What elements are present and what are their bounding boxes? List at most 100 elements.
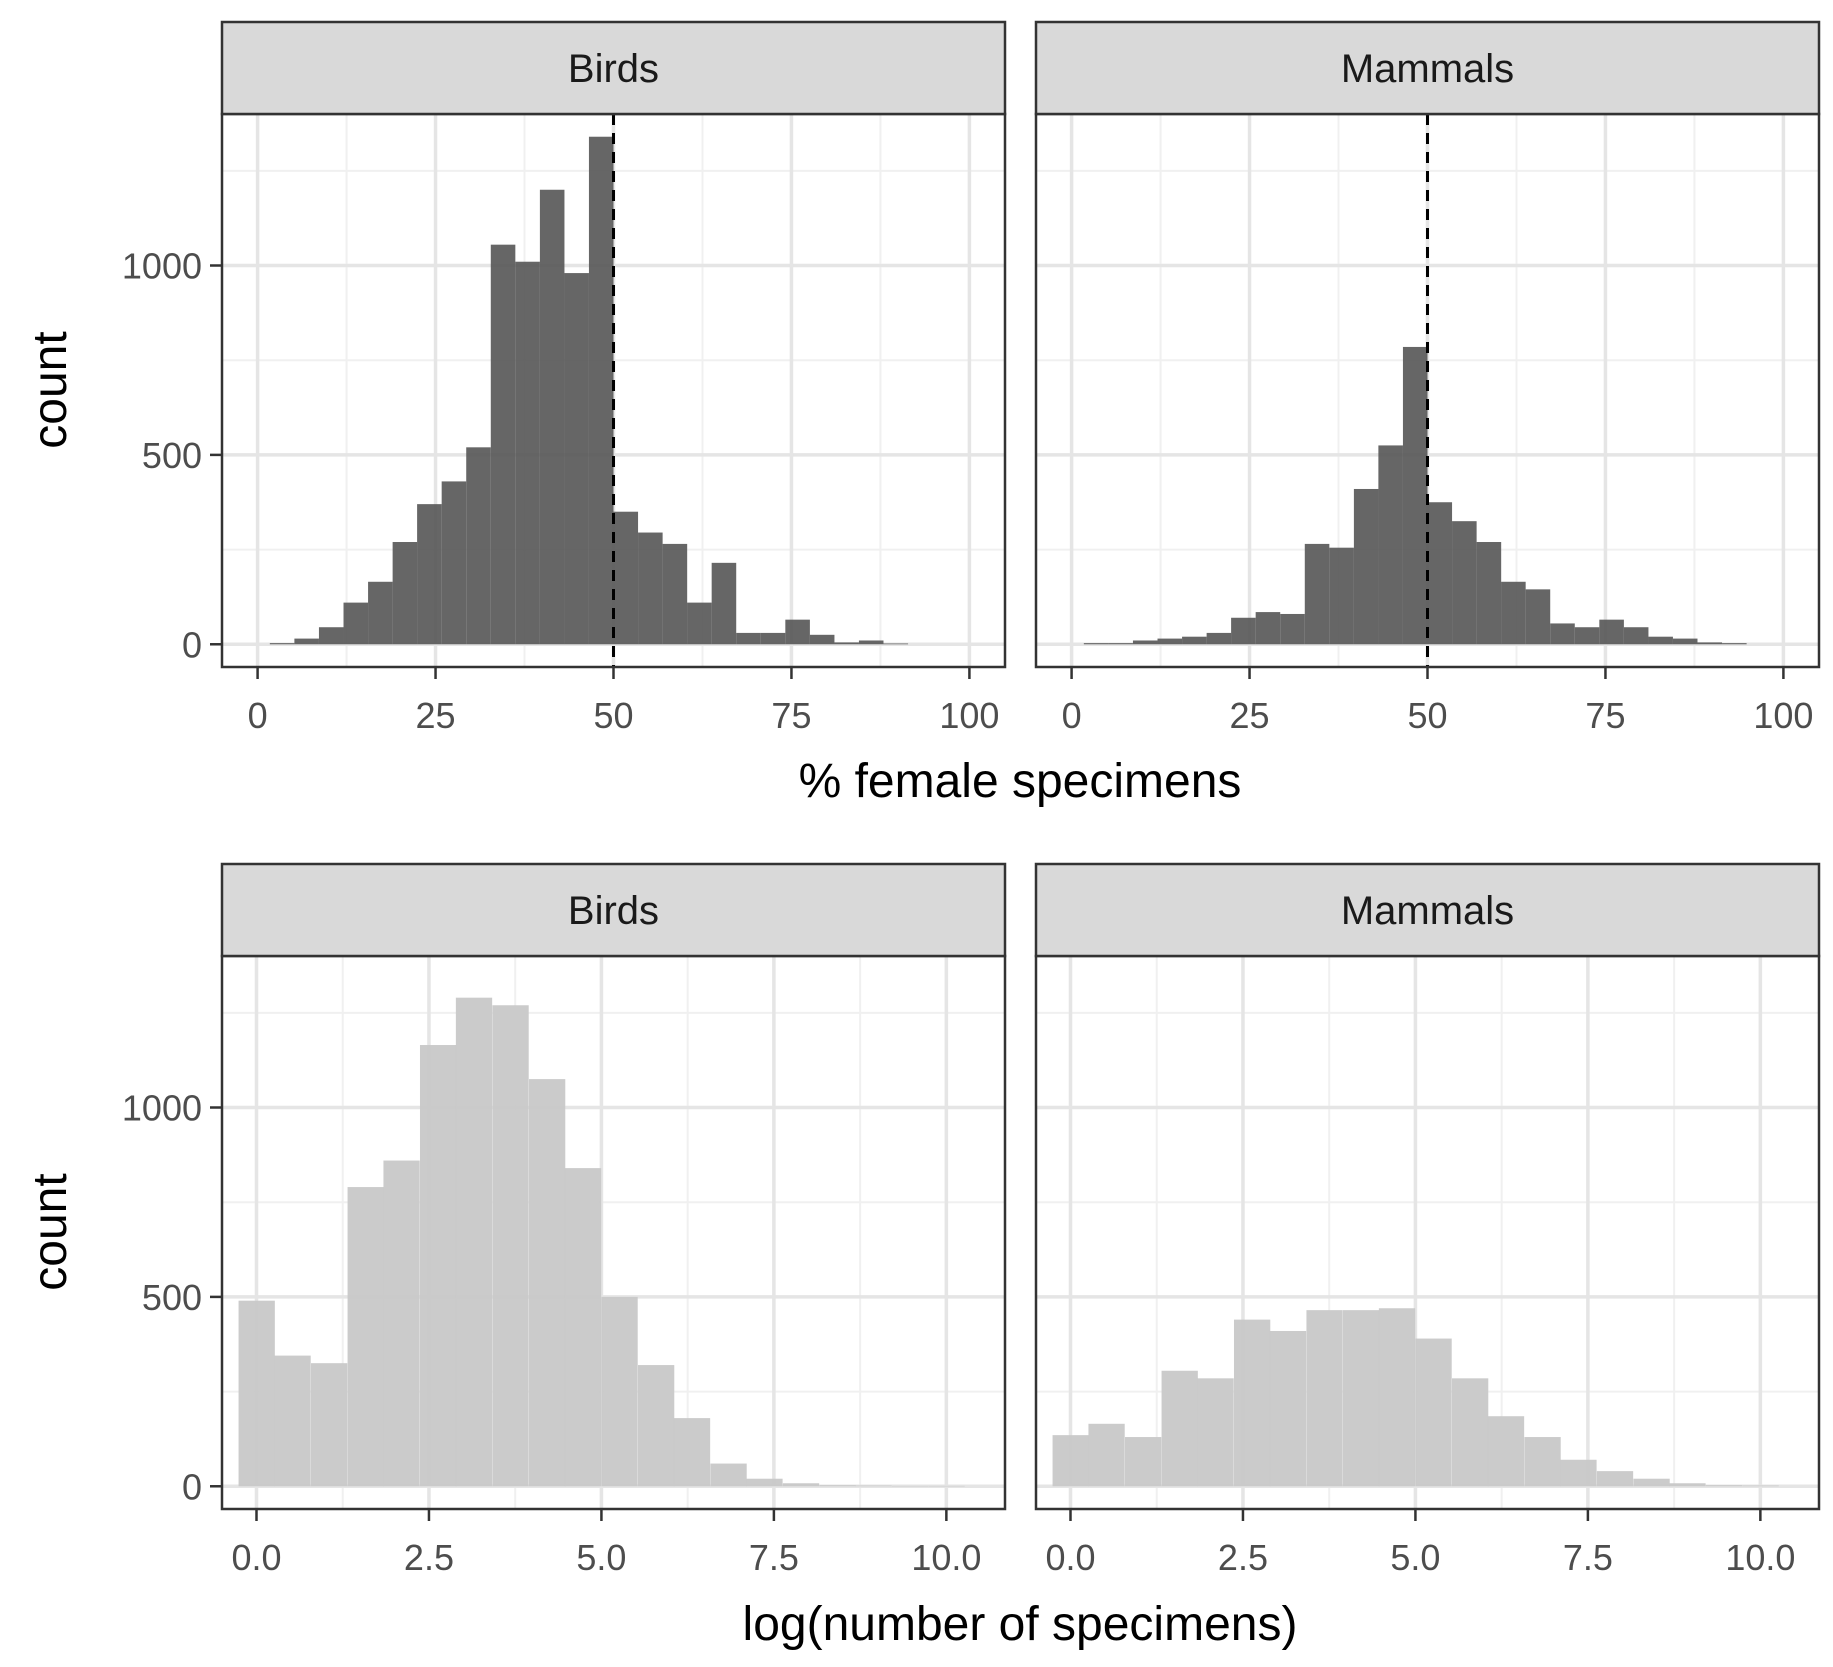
- histogram-bar: [1206, 632, 1232, 645]
- histogram-bar: [1550, 623, 1575, 645]
- histogram-bar: [1132, 640, 1158, 645]
- histogram-bar: [1742, 1485, 1779, 1487]
- histogram-bar: [1672, 638, 1698, 645]
- histogram-bar: [1378, 1308, 1416, 1487]
- histogram-bar: [492, 1005, 529, 1487]
- histogram-bar: [809, 634, 835, 645]
- x-tick-label: 75: [771, 695, 811, 736]
- histogram-bar: [274, 1355, 311, 1487]
- histogram-bar: [891, 1485, 929, 1487]
- histogram-bar: [1501, 581, 1526, 645]
- histogram-bar: [1599, 619, 1624, 645]
- histogram-bar: [1524, 1437, 1561, 1487]
- histogram-bar: [1083, 643, 1109, 645]
- histogram-bar: [1669, 1483, 1706, 1487]
- histogram-bar: [1304, 543, 1330, 645]
- histogram-bar: [1280, 613, 1305, 645]
- histogram-bar: [515, 261, 540, 645]
- histogram-bar: [1329, 547, 1354, 645]
- histogram-bar: [760, 632, 786, 645]
- x-axis-title-bottom: log(number of specimens): [743, 1598, 1298, 1651]
- histogram-bar: [564, 1168, 602, 1487]
- x-tick-label: 10.0: [1725, 1537, 1795, 1578]
- y-axis-title-top: count: [24, 331, 77, 448]
- y-tick-label: 500: [142, 435, 202, 476]
- histogram-bar: [343, 602, 369, 645]
- histogram-bar: [1161, 1370, 1198, 1487]
- histogram-bar: [1353, 488, 1379, 645]
- x-tick-label: 100: [1753, 695, 1813, 736]
- histogram-bar: [238, 1300, 275, 1487]
- y-tick-label: 0: [182, 1466, 202, 1507]
- histogram-bar: [1108, 643, 1133, 645]
- histogram-bar: [638, 532, 663, 645]
- x-tick-label: 0: [1062, 695, 1082, 736]
- x-tick-label: 25: [1230, 695, 1270, 736]
- histogram-bar: [383, 1160, 420, 1487]
- histogram-bar: [736, 632, 761, 645]
- histogram-bar: [782, 1483, 820, 1487]
- histogram-bar: [1722, 643, 1747, 645]
- histogram-bar: [1197, 1378, 1234, 1487]
- facet-panel-birds: Birds 0.0 2.5 5.0 7.5 10.0 0 500 1000: [122, 862, 1007, 1578]
- x-tick-label: 10.0: [911, 1537, 981, 1578]
- histogram-bar: [858, 640, 884, 645]
- histogram-bar: [1306, 1310, 1343, 1487]
- histogram-bar: [1415, 1338, 1452, 1487]
- histogram-bar: [1596, 1471, 1634, 1487]
- x-tick-label: 25: [416, 695, 456, 736]
- y-tick-label: 1000: [122, 246, 202, 287]
- facet-panel-mammals: Mammals 0.0 2.5 5.0 7.5 10.0: [1034, 862, 1821, 1578]
- histogram-bar: [1452, 521, 1477, 645]
- histogram-bar: [1476, 542, 1502, 645]
- facet-strip-label: Birds: [568, 47, 659, 91]
- y-tick-label: 500: [142, 1277, 202, 1318]
- histogram-bar: [1560, 1459, 1597, 1487]
- y-axis-title-bottom: count: [24, 1173, 77, 1290]
- histogram-bar: [1378, 445, 1403, 645]
- histogram-bar: [785, 619, 810, 645]
- histogram-bar: [466, 447, 491, 645]
- facet-strip: [1034, 20, 1821, 116]
- histogram-bar: [1231, 617, 1256, 645]
- histogram-bar: [318, 627, 344, 645]
- histogram-bar: [1705, 1485, 1743, 1487]
- histogram-bar: [1427, 502, 1453, 645]
- histogram-bar: [1633, 1478, 1670, 1487]
- histogram-bar: [687, 602, 712, 645]
- histogram-bar: [746, 1478, 783, 1487]
- x-axis-title-top: % female specimens: [799, 755, 1242, 808]
- facet-panel-mammals: Mammals 0 25 50 75 100: [1034, 20, 1821, 736]
- histogram-bar: [417, 504, 442, 645]
- histogram-bar: [310, 1363, 348, 1487]
- histogram-bar: [1648, 636, 1673, 645]
- histogram-bar: [294, 638, 319, 645]
- histogram-bar: [711, 562, 737, 645]
- histogram-bar: [928, 1485, 965, 1487]
- y-tick-label: 1000: [122, 1088, 202, 1129]
- histogram-bar: [1402, 346, 1428, 645]
- facet-strip: [1034, 862, 1821, 958]
- histogram-bar: [1233, 1319, 1271, 1487]
- histogram-bar: [1451, 1378, 1489, 1487]
- histogram-bar: [1269, 1330, 1307, 1487]
- facet-strip-label: Mammals: [1341, 47, 1514, 91]
- histogram-bar: [1088, 1423, 1125, 1487]
- x-tick-label: 50: [1407, 695, 1447, 736]
- histogram-bar: [637, 1365, 675, 1487]
- histogram-bar: [441, 481, 467, 645]
- x-tick-label: 50: [593, 695, 633, 736]
- histogram-bar: [392, 542, 418, 645]
- x-tick-label: 100: [939, 695, 999, 736]
- facet-strip-label: Mammals: [1341, 889, 1514, 933]
- histogram-bar: [269, 643, 295, 645]
- histogram-bar: [673, 1418, 711, 1487]
- histogram-bar: [613, 511, 639, 645]
- histogram-bar: [883, 643, 909, 645]
- facet-strip-label: Birds: [568, 889, 659, 933]
- histogram-bar: [1574, 627, 1600, 645]
- histogram-bar: [1182, 636, 1207, 645]
- histogram-bar: [601, 1296, 638, 1487]
